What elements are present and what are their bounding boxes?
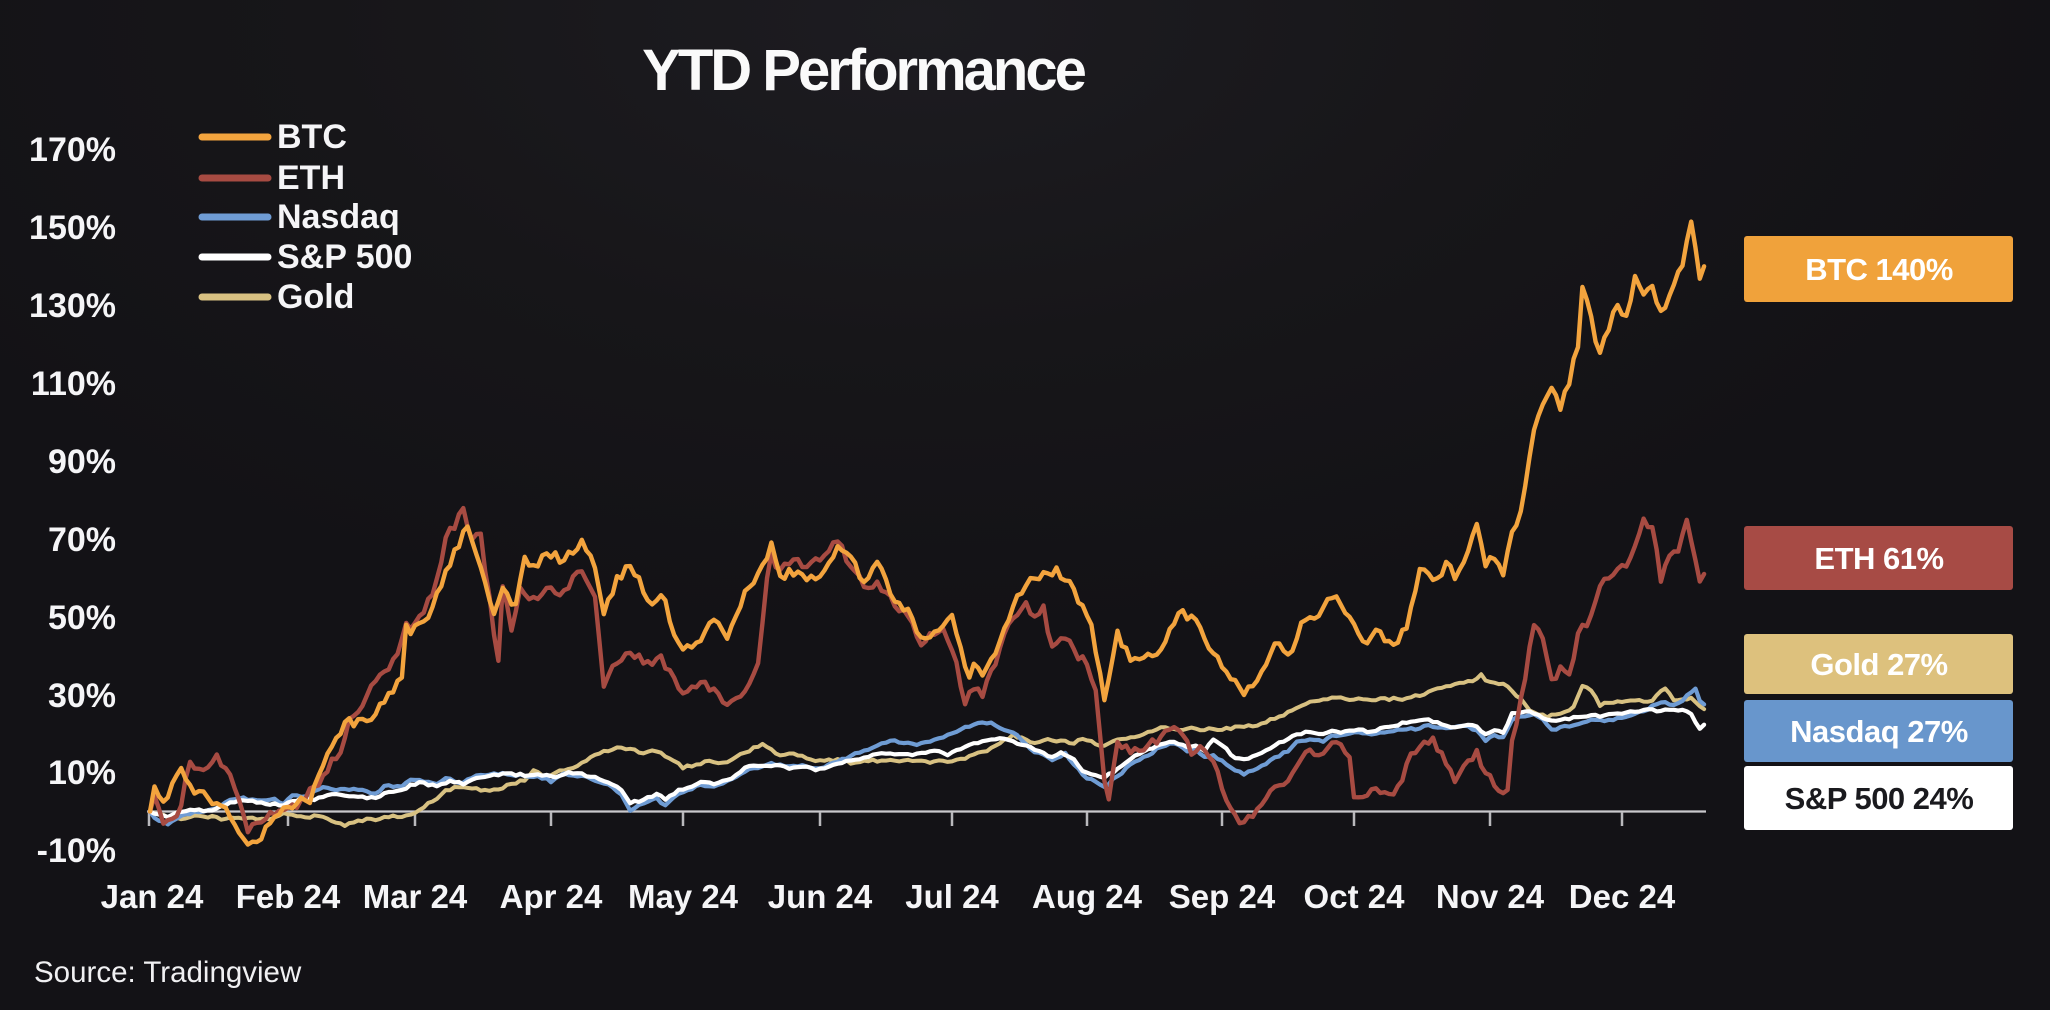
svg-text:Mar 24: Mar 24	[363, 878, 468, 915]
svg-text:BTC: BTC	[277, 118, 347, 156]
svg-text:50%: 50%	[48, 599, 116, 637]
svg-text:Nov 24: Nov 24	[1436, 878, 1545, 915]
svg-text:70%: 70%	[48, 521, 116, 559]
svg-text:ETH 61%: ETH 61%	[1814, 541, 1943, 576]
svg-text:YTD Performance: YTD Performance	[642, 38, 1085, 103]
svg-text:Source: Tradingview: Source: Tradingview	[34, 956, 302, 989]
svg-text:S&P 500 24%: S&P 500 24%	[1785, 781, 1974, 816]
svg-text:Gold: Gold	[277, 278, 354, 316]
svg-text:BTC 140%: BTC 140%	[1805, 252, 1953, 287]
svg-text:Gold 27%: Gold 27%	[1810, 647, 1947, 682]
svg-text:S&P 500: S&P 500	[277, 238, 412, 276]
svg-text:Sep 24: Sep 24	[1169, 878, 1276, 915]
svg-text:90%: 90%	[48, 443, 116, 481]
svg-text:-10%: -10%	[37, 832, 116, 870]
svg-text:170%: 170%	[29, 131, 116, 169]
svg-text:110%: 110%	[31, 365, 116, 403]
svg-text:Feb 24: Feb 24	[236, 878, 341, 915]
svg-text:Oct 24: Oct 24	[1304, 878, 1406, 915]
svg-text:May 24: May 24	[628, 878, 739, 915]
svg-text:10%: 10%	[48, 754, 116, 792]
svg-text:Jun 24: Jun 24	[768, 878, 873, 915]
svg-text:Apr 24: Apr 24	[500, 878, 603, 915]
svg-text:130%: 130%	[29, 287, 116, 325]
svg-text:30%: 30%	[48, 677, 116, 715]
svg-text:ETH: ETH	[277, 159, 345, 197]
svg-text:Nasdaq 27%: Nasdaq 27%	[1790, 714, 1968, 749]
svg-text:150%: 150%	[29, 209, 116, 247]
svg-text:Aug 24: Aug 24	[1032, 878, 1143, 915]
svg-text:Nasdaq: Nasdaq	[277, 198, 400, 236]
svg-text:Jan 24: Jan 24	[101, 878, 204, 915]
svg-text:Dec 24: Dec 24	[1569, 878, 1676, 915]
svg-text:Jul 24: Jul 24	[905, 878, 999, 915]
